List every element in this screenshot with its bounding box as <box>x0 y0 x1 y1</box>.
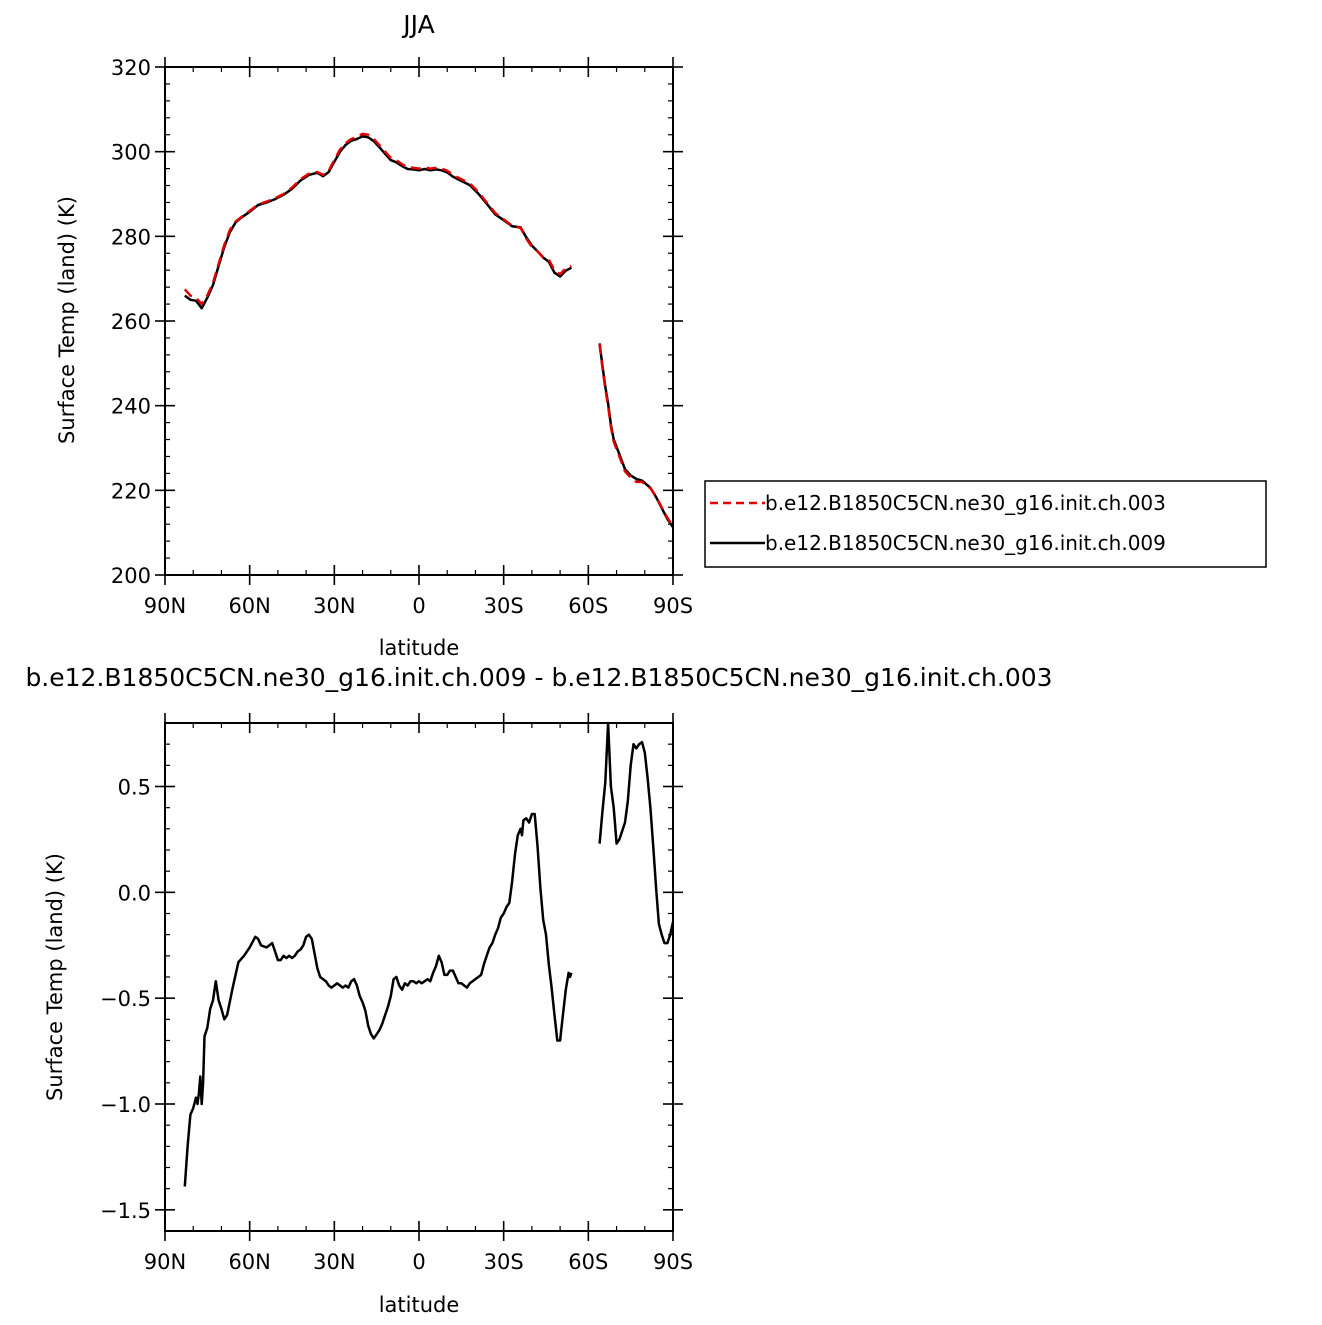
top-series-0-line-segment-1 <box>598 344 675 527</box>
bottom-xtick-label: 60S <box>568 1250 608 1274</box>
legend-box <box>704 480 1267 568</box>
bottom-xtick-label: 60N <box>228 1250 270 1274</box>
bottom-xtick-label: 0 <box>412 1250 425 1274</box>
top-xtick-label: 30N <box>313 594 355 618</box>
top-series-lines <box>183 132 675 528</box>
bottom-xtick-label: 90S <box>653 1250 693 1274</box>
bottom-series-lines <box>183 721 675 1187</box>
bottom-series-0-line-segment-1 <box>598 721 675 945</box>
top-x-axis-label: latitude <box>379 636 460 660</box>
top-series-0-line-segment-0 <box>183 132 572 306</box>
top-plot-frame <box>164 66 674 576</box>
top-ytick-label: 240 <box>111 395 151 419</box>
top-axis-ticks: 90N 60N 30N 0 30S 60S 90S 200 220 240 260 280 300 320 <box>111 56 693 618</box>
bottom-xtick-label: 30N <box>313 1250 355 1274</box>
top-panel: JJA latitude Surface Temp (land) (K) 90N… <box>55 10 693 660</box>
bottom-series-0-line-segment-0 <box>183 812 573 1187</box>
bottom-chart-title: b.e12.B1850C5CN.ne30_g16.init.ch.009 - b… <box>25 663 1052 692</box>
top-ytick-label: 260 <box>111 310 151 334</box>
top-ytick-label: 280 <box>111 225 151 249</box>
bottom-panel: b.e12.B1850C5CN.ne30_g16.init.ch.009 - b… <box>25 663 1052 1317</box>
top-ytick-label: 320 <box>111 56 151 80</box>
bottom-ytick-label: 0.0 <box>118 881 151 905</box>
top-y-axis-label: Surface Temp (land) (K) <box>55 196 79 444</box>
top-ytick-label: 220 <box>111 479 151 503</box>
bottom-x-axis-label: latitude <box>379 1293 460 1317</box>
top-xtick-label: 60S <box>568 594 608 618</box>
bottom-ytick-label: −1.0 <box>100 1093 151 1117</box>
top-ytick-label: 200 <box>111 564 151 588</box>
bottom-plot-frame <box>164 722 674 1232</box>
top-ytick-label: 300 <box>111 141 151 165</box>
legend-entry-009: b.e12.B1850C5CN.ne30_g16.init.ch.009 <box>765 531 1166 555</box>
top-xtick-label: 60N <box>228 594 270 618</box>
top-xtick-label: 90S <box>653 594 693 618</box>
top-xtick-label: 90N <box>144 594 186 618</box>
bottom-ytick-label: −1.5 <box>100 1199 151 1223</box>
bottom-y-axis-label: Surface Temp (land) (K) <box>43 853 67 1101</box>
legend-entry-003: b.e12.B1850C5CN.ne30_g16.init.ch.003 <box>765 491 1166 515</box>
top-xtick-label: 30S <box>484 594 524 618</box>
top-xtick-label: 0 <box>412 594 425 618</box>
top-series-1-line-segment-0 <box>184 135 572 310</box>
bottom-ytick-label: −0.5 <box>100 987 151 1011</box>
top-series-1-line-segment-1 <box>598 343 675 528</box>
legend: b.e12.B1850C5CN.ne30_g16.init.ch.003 b.e… <box>704 480 1267 568</box>
bottom-xtick-label: 30S <box>484 1250 524 1274</box>
bottom-xtick-label: 90N <box>144 1250 186 1274</box>
top-chart-title: JJA <box>401 10 434 39</box>
bottom-ytick-label: 0.5 <box>118 776 151 800</box>
